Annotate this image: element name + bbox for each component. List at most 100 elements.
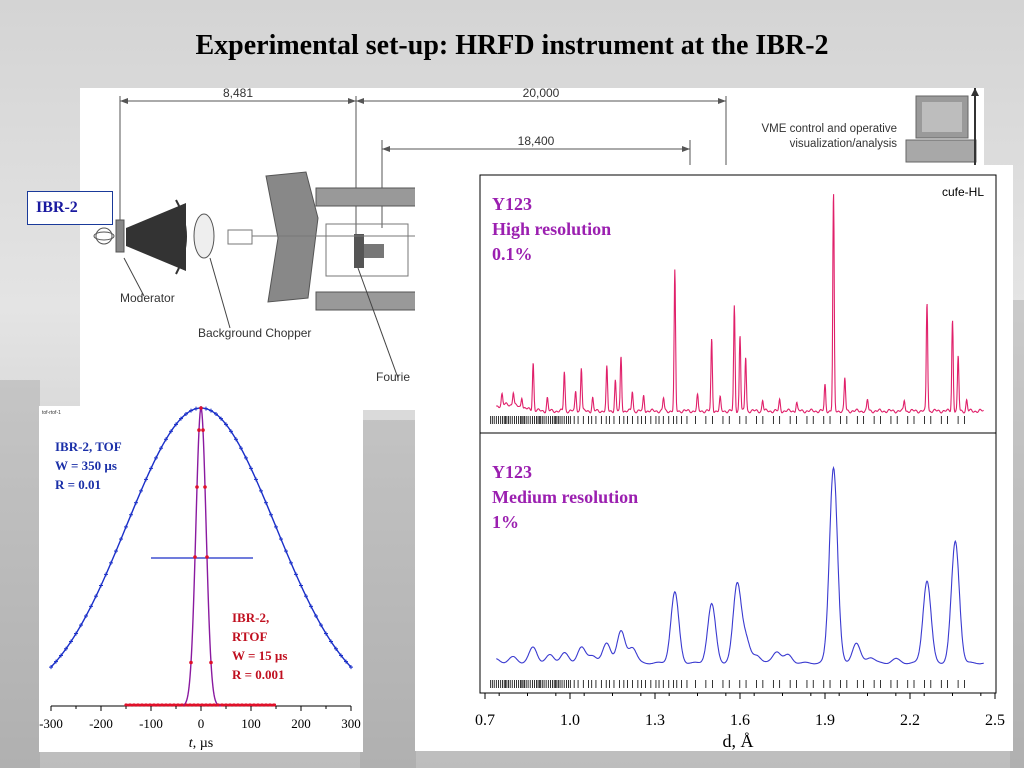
high-res-label-line2: High resolution [492,219,611,239]
rtof-base-point [172,703,176,707]
dim-fourier: 18,400 [518,134,555,148]
high-res-label-line1: Y123 [492,194,532,214]
rtof-base-point [128,703,132,707]
rtof-base-point [184,703,188,707]
rtof-label-line2: RTOF [232,629,267,644]
tof-tick-label: -100 [139,716,163,731]
tof-tick-label: -200 [89,716,113,731]
rtof-base-point [192,703,196,707]
high-res-frame [479,174,997,434]
medium-res-bragg-ticks [490,680,965,688]
tof-label-line2: W = 350 µs [55,458,117,473]
moderator-assembly [93,199,187,275]
rtof-base-point [228,703,232,707]
diffraction-plot: cufe-HL Y123 High resolution 0.1% Y123 M… [475,174,1005,751]
rtof-point [193,555,197,559]
rtof-base-point [164,703,168,707]
tof-corner-label: tof-rtof-1 [42,410,61,416]
tof-x-label-var: t [189,736,194,751]
rtof-base-point [252,703,256,707]
rtof-label-line3: W = 15 µs [232,648,287,663]
medium-res-frame [479,432,997,694]
rtof-base-point [160,703,164,707]
medium-res-label-line1: Y123 [492,462,532,482]
tof-tick-label: 0 [198,716,205,731]
rtof-base-point [220,703,224,707]
diff-x-label: d, Å [723,731,754,751]
high-res-pattern [495,194,984,414]
medium-res-pattern [496,465,984,665]
page-title: Experimental set-up: HRFD instrument at … [195,30,829,61]
rtof-base-point [156,703,160,707]
rtof-point [189,660,193,665]
diff-tick-label: 1.9 [815,712,835,729]
rtof-base-point [148,703,152,707]
rtof-base-point [272,703,276,707]
tof-markers [49,406,353,670]
tof-x-ticks: -300 -200 -100 0 100 200 300 [39,706,361,731]
high-res-label-line3: 0.1% [492,244,533,264]
rtof-base-point [224,703,228,707]
rtof-markers [124,406,276,707]
rtof-base-point [132,703,136,707]
high-res-bragg-ticks [490,416,965,424]
fourier-label: Fourie [376,370,410,384]
rtof-base-point [212,703,216,707]
tof-plot-panel: tof-rtof-1 -300 -200 -100 0 100 200 300 IBR-2,… [39,405,363,752]
tof-plot: tof-rtof-1 -300 -200 -100 0 100 200 300 IBR-2,… [39,405,361,751]
rtof-base-point [244,703,248,707]
rtof-base-point [176,703,180,707]
rtof-base-point [216,703,220,707]
rtof-label-line4: R = 0.001 [232,667,285,682]
rtof-base-point [236,703,240,707]
vme-label-line1: VME control and operative [761,123,897,135]
ibr2-label: IBR-2 [27,191,113,225]
shielding-blocks [265,171,417,379]
diff-tick-label: 1.6 [730,712,750,729]
rtof-base-point [196,703,200,707]
dim-total: 20,000 [523,88,560,100]
rtof-point [203,485,207,489]
tof-x-label-unit: , µs [193,736,214,751]
rtof-base-point [204,703,208,707]
tof-tick-label: 300 [341,716,361,731]
diff-tick-label: 2.5 [985,712,1005,729]
computer-icon [905,88,979,168]
rtof-base-point [256,703,260,707]
tof-label-line3: R = 0.01 [55,477,101,492]
rtof-base-point [264,703,268,707]
medium-res-label-line3: 1% [492,512,519,532]
rtof-base-point [260,703,264,707]
rtof-point [195,485,199,489]
diff-tick-label: 1.0 [560,712,580,729]
rtof-point [201,428,205,432]
rtof-base-point [124,703,128,707]
rtof-base-point [240,703,244,707]
vme-label-line2: visualization/analysis [790,138,898,150]
rtof-curve [180,405,222,707]
rtof-base-point [140,703,144,707]
diff-tick-label: 0.7 [475,712,495,729]
diff-corner-label: cufe-HL [942,185,984,199]
rtof-base-point [136,703,140,707]
rtof-point [205,555,209,559]
rtof-base-point [248,703,252,707]
rtof-base-point [180,703,184,707]
medium-res-label-line2: Medium resolution [492,487,638,507]
rtof-base-point [188,703,192,707]
tof-label-line1: IBR-2, TOF [55,439,122,454]
tof-tick-label: 100 [241,716,261,731]
rtof-base-point [208,703,212,707]
tof-tick-label: -300 [39,716,63,731]
rtof-base-point [268,703,272,707]
rtof-base-point [232,703,236,707]
rtof-base-point [200,703,204,707]
rtof-base-point [168,703,172,707]
diff-tick-label: 2.2 [900,712,920,729]
diffraction-panel: cufe-HL Y123 High resolution 0.1% Y123 M… [415,165,1013,751]
tof-x-label: t, µs [189,736,213,751]
moderator-label: Moderator [120,291,175,305]
diff-tick-label: 1.3 [645,712,665,729]
background-chopper [193,213,253,259]
